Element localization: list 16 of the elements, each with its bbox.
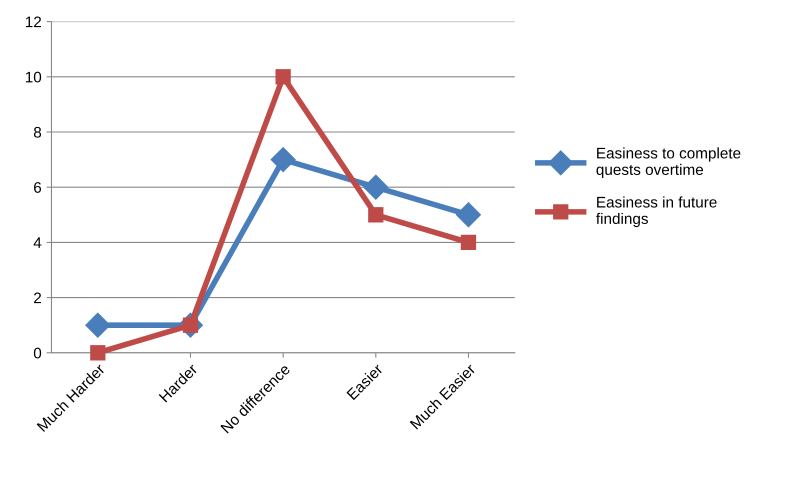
point (90, 345, 106, 360)
y-tick-label: 2 (34, 292, 41, 304)
point (276, 69, 291, 84)
point (460, 234, 476, 250)
point (368, 207, 384, 222)
point (456, 202, 481, 228)
point (363, 174, 388, 200)
y-tick-label: 12 (26, 16, 41, 28)
legend-label: Easiness to complete quests overtime (596, 147, 740, 178)
y-tick-label: 4 (34, 237, 42, 248)
point (270, 147, 296, 172)
y-tick-label: 10 (26, 72, 42, 82)
y-tick-label: 8 (34, 126, 42, 138)
y-tick-label: 6 (34, 182, 42, 193)
y-tick-label: 0 (34, 348, 42, 358)
legend-label: Easiness in future findings (596, 196, 717, 228)
